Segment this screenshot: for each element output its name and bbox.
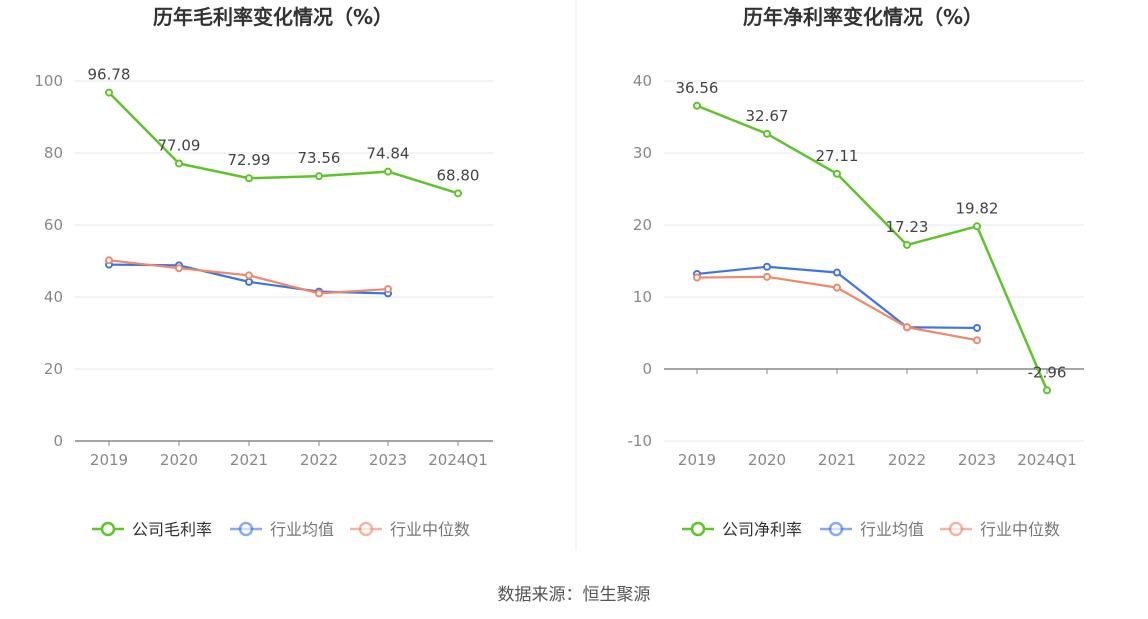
legend-item: 公司毛利率 xyxy=(92,520,212,539)
x-tick-label: 2022 xyxy=(888,451,926,469)
data-point xyxy=(833,169,841,178)
legend-marker xyxy=(358,521,374,537)
y-tick-label: 20 xyxy=(633,216,652,234)
chart-title: 历年净利率变化情况（%） xyxy=(743,5,983,29)
data-label: 73.56 xyxy=(298,149,341,167)
legend-marker xyxy=(238,521,254,537)
x-tick-label: 2019 xyxy=(678,451,716,469)
legend-label: 行业均值 xyxy=(270,520,334,539)
data-point xyxy=(693,101,701,110)
data-point xyxy=(245,271,253,280)
data-point xyxy=(973,323,981,332)
data-label: 27.11 xyxy=(816,147,859,165)
legend-item: 公司净利率 xyxy=(682,520,802,539)
gross-margin-chart: 历年毛利率变化情况（%） 0 20 40 60 80 100 2019 2020 2021 2022… xyxy=(34,5,493,539)
series-line xyxy=(108,91,459,195)
data-point xyxy=(105,88,113,97)
data-point xyxy=(833,268,841,277)
data-label: 36.56 xyxy=(676,79,719,97)
data-label: 77.09 xyxy=(158,136,201,154)
data-point xyxy=(384,285,392,294)
legend-item: 行业中位数 xyxy=(350,520,470,539)
data-label: 32.67 xyxy=(746,107,789,125)
data-point xyxy=(105,256,113,265)
y-tick-label: 0 xyxy=(642,360,652,378)
y-tick-label: 60 xyxy=(44,216,63,234)
legend-marker xyxy=(948,521,964,537)
legend-marker xyxy=(828,521,844,537)
x-tick-label: 2024Q1 xyxy=(428,451,488,469)
chart-title: 历年毛利率变化情况（%） xyxy=(153,5,393,29)
data-point xyxy=(973,336,981,345)
y-tick-label: 30 xyxy=(633,144,652,162)
x-tick-label: 2023 xyxy=(369,451,407,469)
y-tick-label: -10 xyxy=(628,432,653,450)
legend-item: 行业均值 xyxy=(230,520,334,539)
data-label: -2.96 xyxy=(1028,363,1067,381)
legend-label: 行业中位数 xyxy=(980,520,1060,539)
y-tick-label: 0 xyxy=(53,432,63,450)
data-point xyxy=(763,272,771,281)
data-point xyxy=(175,159,183,168)
data-source: 数据来源：恒生聚源 xyxy=(497,585,651,605)
data-point xyxy=(973,222,981,231)
data-point xyxy=(763,262,771,271)
x-tick-label: 2021 xyxy=(230,451,268,469)
data-point xyxy=(903,240,911,249)
data-label: 19.82 xyxy=(956,199,999,217)
data-point xyxy=(763,129,771,138)
legend-label: 行业均值 xyxy=(860,520,924,539)
y-tick-label: 100 xyxy=(34,72,63,90)
series-line xyxy=(696,104,1049,391)
x-tick-label: 2021 xyxy=(818,451,856,469)
legend-label: 行业中位数 xyxy=(390,520,470,539)
data-point xyxy=(315,289,323,298)
data-label: 72.99 xyxy=(228,151,271,169)
data-point xyxy=(693,273,701,282)
data-label: 17.23 xyxy=(886,218,929,236)
net-margin-chart: 历年净利率变化情况（%） -10 0 10 20 30 40 2019 2020 2021 2022… xyxy=(628,5,1084,539)
x-tick-label: 2022 xyxy=(300,451,338,469)
data-label: 68.80 xyxy=(437,166,480,184)
y-tick-label: 20 xyxy=(44,360,63,378)
x-tick-label: 2024Q1 xyxy=(1017,451,1077,469)
legend-item: 行业中位数 xyxy=(940,520,1060,539)
x-tick-label: 2020 xyxy=(748,451,786,469)
data-point xyxy=(833,283,841,292)
data-point xyxy=(175,264,183,273)
y-tick-label: 10 xyxy=(633,288,652,306)
data-label: 74.84 xyxy=(367,145,410,163)
y-tick-label: 40 xyxy=(633,72,652,90)
data-point xyxy=(315,172,323,181)
x-tick-label: 2023 xyxy=(958,451,996,469)
data-point xyxy=(384,167,392,176)
legend-item: 行业均值 xyxy=(820,520,924,539)
data-point xyxy=(245,277,253,286)
data-label: 96.78 xyxy=(88,66,131,84)
legend-label: 公司毛利率 xyxy=(132,520,212,539)
data-point xyxy=(454,189,462,198)
data-point xyxy=(245,174,253,183)
legend-marker xyxy=(690,521,706,537)
legend-label: 公司净利率 xyxy=(722,520,802,539)
x-tick-label: 2019 xyxy=(90,451,128,469)
data-point xyxy=(1043,386,1051,395)
legend-marker xyxy=(100,521,116,537)
x-tick-label: 2020 xyxy=(160,451,198,469)
y-tick-label: 40 xyxy=(44,288,63,306)
data-point xyxy=(903,323,911,332)
y-tick-label: 80 xyxy=(44,144,63,162)
